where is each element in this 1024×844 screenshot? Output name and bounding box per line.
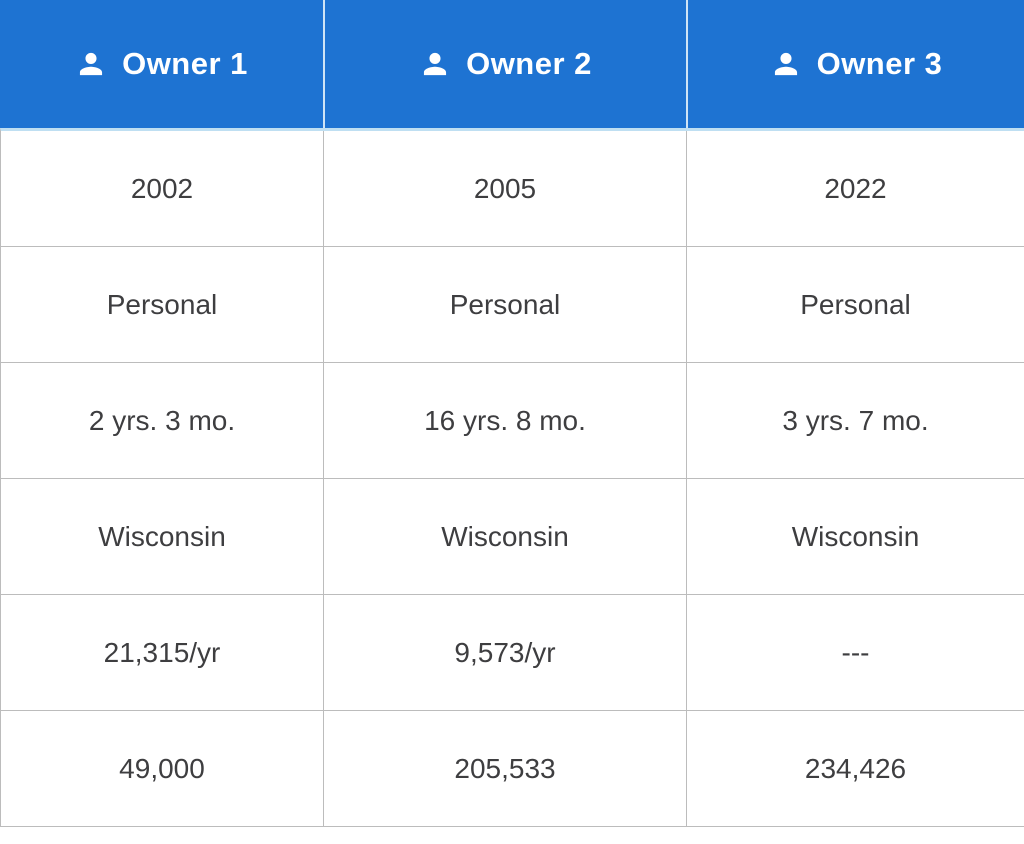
table-row-year-purchased: 2002 2005 2022 [1,131,1024,247]
table-header-row: Owner 1 Owner 2 Owner 3 [0,0,1024,128]
column-header-owner-2: Owner 2 [323,0,686,128]
table-cell: 2005 [323,131,686,246]
table-cell: Personal [106,288,218,320]
table-row-ownership-length: 2 yrs. 3 mo. 16 yrs. 8 mo. 3 yrs. 7 mo. [1,363,1024,479]
table-row-owner-type: Personal Personal Personal [1,247,1024,363]
owner-comparison-table: Owner 1 Owner 2 Owner 3 [0,0,1024,827]
person-icon [419,48,451,80]
table-cell: Wisconsin [686,479,1024,594]
table-cell: 2022 [686,131,1024,246]
column-header-label: Owner 2 [466,46,592,81]
column-header-label: Owner 1 [122,46,248,81]
person-icon [75,48,107,80]
table-cell: Wisconsin [323,479,686,594]
table-row-odometer: 49,000 205,533 234,426 [1,711,1024,827]
table-row-location: Wisconsin Wisconsin Wisconsin [1,479,1024,595]
table-cell: --- [686,595,1024,710]
table-cell: 234,426 [686,711,1024,826]
table-cell: Personal [323,247,686,362]
table-cell: 3 yrs. 7 mo. [686,363,1024,478]
table-cell: 2 yrs. 3 mo. [88,404,236,436]
table-cell: 205,533 [323,711,686,826]
column-header-label: Owner 3 [816,46,943,81]
table-row-miles-per-year: 21,315/yr 9,573/yr --- [1,595,1024,711]
table-cell: Wisconsin [98,520,226,552]
column-header-owner-1: Owner 1 [0,0,323,128]
table-cell: 2002 [130,172,194,204]
table-cell: 49,000 [119,752,205,784]
table-cell: 21,315/yr [103,636,221,668]
table-cell: 9,573/yr [323,595,686,710]
column-header-owner-3: Owner 3 [686,0,1024,128]
table-cell: Personal [686,247,1024,362]
table-cell: 16 yrs. 8 mo. [323,363,686,478]
person-icon [770,48,802,80]
table-body: 2002 2005 2022 Personal Personal Persona… [0,128,1024,827]
